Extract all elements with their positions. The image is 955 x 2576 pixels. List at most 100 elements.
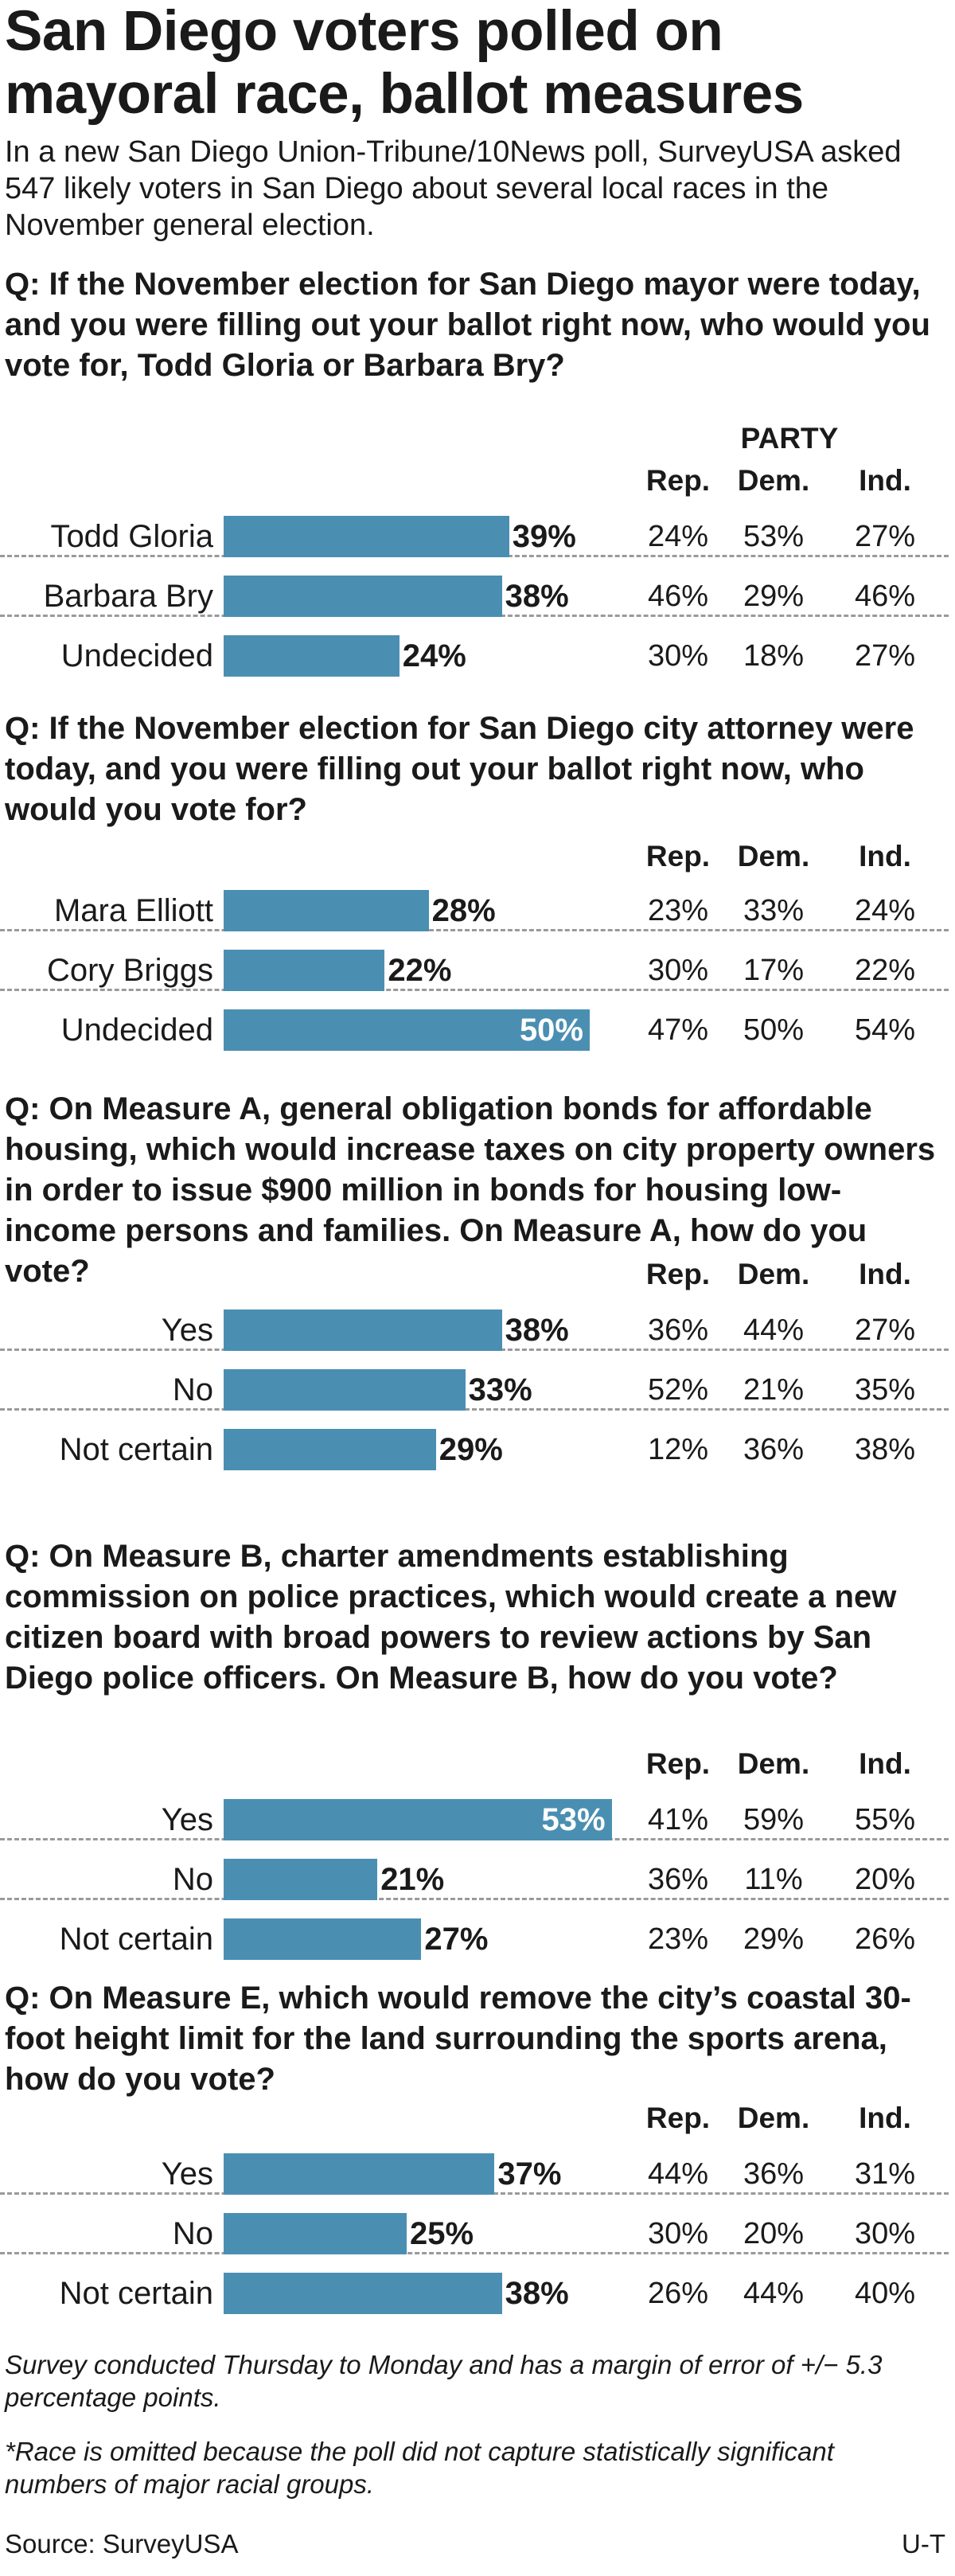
category-label: Not certain	[59, 2276, 213, 2311]
bar	[224, 890, 429, 931]
party-column-header: Dem.	[737, 2102, 810, 2134]
party-column-header: Dem.	[737, 1258, 810, 1290]
category-label: Undecided	[60, 1013, 213, 1048]
party-column-header: Rep.	[645, 2102, 711, 2134]
bar-value-label: 24%	[402, 638, 466, 673]
graphic-title: San Diego voters polled on mayoral race,…	[5, 0, 804, 126]
party-value: 35%	[854, 1373, 916, 1407]
party-value: 33%	[743, 894, 805, 927]
party-value: 36%	[743, 2157, 805, 2191]
party-value: 44%	[647, 2157, 709, 2191]
category-label: Undecided	[60, 638, 213, 673]
category-label: Todd Gloria	[50, 519, 213, 554]
bar	[224, 2153, 495, 2195]
party-column-header: Dem.	[737, 464, 810, 497]
bar	[224, 576, 502, 617]
category-label: No	[172, 1862, 213, 1897]
party-value: 50%	[743, 1013, 805, 1047]
party-value: 53%	[743, 520, 805, 553]
party-value: 30%	[647, 639, 709, 673]
row-divider	[0, 1898, 949, 1900]
party-column-header: Rep.	[645, 464, 711, 497]
party-column-header: Ind.	[859, 1747, 911, 1780]
party-column-header: Ind.	[859, 464, 911, 497]
party-value: 40%	[854, 2277, 916, 2310]
bar-value-label: 39%	[512, 519, 576, 554]
bar	[224, 1859, 378, 1900]
category-label: Yes	[161, 2156, 213, 2192]
category-label: Barbara Bry	[43, 579, 213, 614]
bar-value-label: 37%	[497, 2156, 562, 2192]
bar-value-label: 27%	[424, 1922, 489, 1957]
party-column-header: Ind.	[859, 2102, 911, 2134]
party-value: 46%	[854, 580, 916, 613]
category-label: Not certain	[59, 1432, 213, 1467]
party-column-header: Ind.	[859, 1258, 911, 1290]
party-value: 27%	[854, 639, 916, 673]
bar	[224, 2273, 502, 2314]
question-text: Q: If the November election for San Dieg…	[5, 711, 914, 827]
party-value: 30%	[854, 2217, 916, 2250]
party-value: 24%	[647, 520, 709, 553]
party-column-header: Dem.	[737, 1747, 810, 1780]
party-value: 12%	[647, 1433, 709, 1466]
party-column-header: Rep.	[645, 840, 711, 872]
party-value: 31%	[854, 2157, 916, 2191]
party-value: 26%	[647, 2277, 709, 2310]
party-value: 27%	[854, 1313, 916, 1347]
party-value: 30%	[647, 954, 709, 987]
bar-value-label: 33%	[468, 1372, 532, 1407]
party-value: 22%	[854, 954, 916, 987]
category-label: Yes	[161, 1313, 213, 1348]
race-note: *Race is omitted because the poll did no…	[5, 2437, 834, 2499]
bar	[224, 950, 385, 991]
party-value: 36%	[647, 1863, 709, 1896]
bar	[224, 1799, 612, 1840]
row-divider	[0, 989, 949, 991]
bar-value-label: 50%	[519, 1013, 583, 1048]
question-text: Q: On Measure B, charter amendments esta…	[5, 1539, 897, 1696]
category-label: Not certain	[59, 1922, 213, 1957]
source-line: Source: SurveyUSA	[5, 2529, 239, 2558]
question-text: Q: On Measure A, general obligation bond…	[5, 1091, 936, 1289]
party-label: PARTY	[740, 422, 839, 455]
party-value: 36%	[743, 1433, 805, 1466]
bar	[224, 1918, 422, 1960]
category-label: Yes	[161, 1802, 213, 1837]
category-label: No	[172, 1372, 213, 1407]
party-value: 55%	[854, 1803, 916, 1836]
bar-value-label: 28%	[431, 893, 496, 928]
party-value: 52%	[647, 1373, 709, 1407]
party-value: 26%	[854, 1922, 916, 1956]
party-column-header: Rep.	[645, 1258, 711, 1290]
party-value: 29%	[743, 580, 805, 613]
party-value: 54%	[854, 1013, 916, 1047]
party-value: 23%	[647, 894, 709, 927]
party-column-header: Ind.	[859, 840, 911, 872]
party-value: 17%	[743, 954, 805, 987]
bar-value-label: 38%	[505, 2276, 569, 2311]
party-column-header: Rep.	[645, 1747, 711, 1780]
category-label: Cory Briggs	[47, 953, 213, 988]
party-value: 18%	[743, 639, 805, 673]
party-value: 30%	[647, 2217, 709, 2250]
party-value: 44%	[743, 1313, 805, 1347]
bar	[224, 516, 509, 557]
graphic-dek: In a new San Diego Union-Tribune/10News …	[5, 135, 902, 242]
party-value: 46%	[647, 580, 709, 613]
bar-value-label: 21%	[380, 1862, 445, 1897]
party-value: 20%	[743, 2217, 805, 2250]
bar-value-label: 38%	[505, 1313, 569, 1348]
bar	[224, 1429, 436, 1470]
party-value: 27%	[854, 520, 916, 553]
bar-value-label: 53%	[541, 1802, 606, 1837]
credit-line: U-T	[902, 2529, 945, 2558]
party-value: 59%	[743, 1803, 805, 1836]
party-value: 29%	[743, 1922, 805, 1956]
party-value: 21%	[743, 1373, 805, 1407]
party-value: 23%	[647, 1922, 709, 1956]
bar	[224, 2213, 407, 2254]
bar-value-label: 29%	[439, 1432, 503, 1467]
party-value: 20%	[854, 1863, 916, 1896]
